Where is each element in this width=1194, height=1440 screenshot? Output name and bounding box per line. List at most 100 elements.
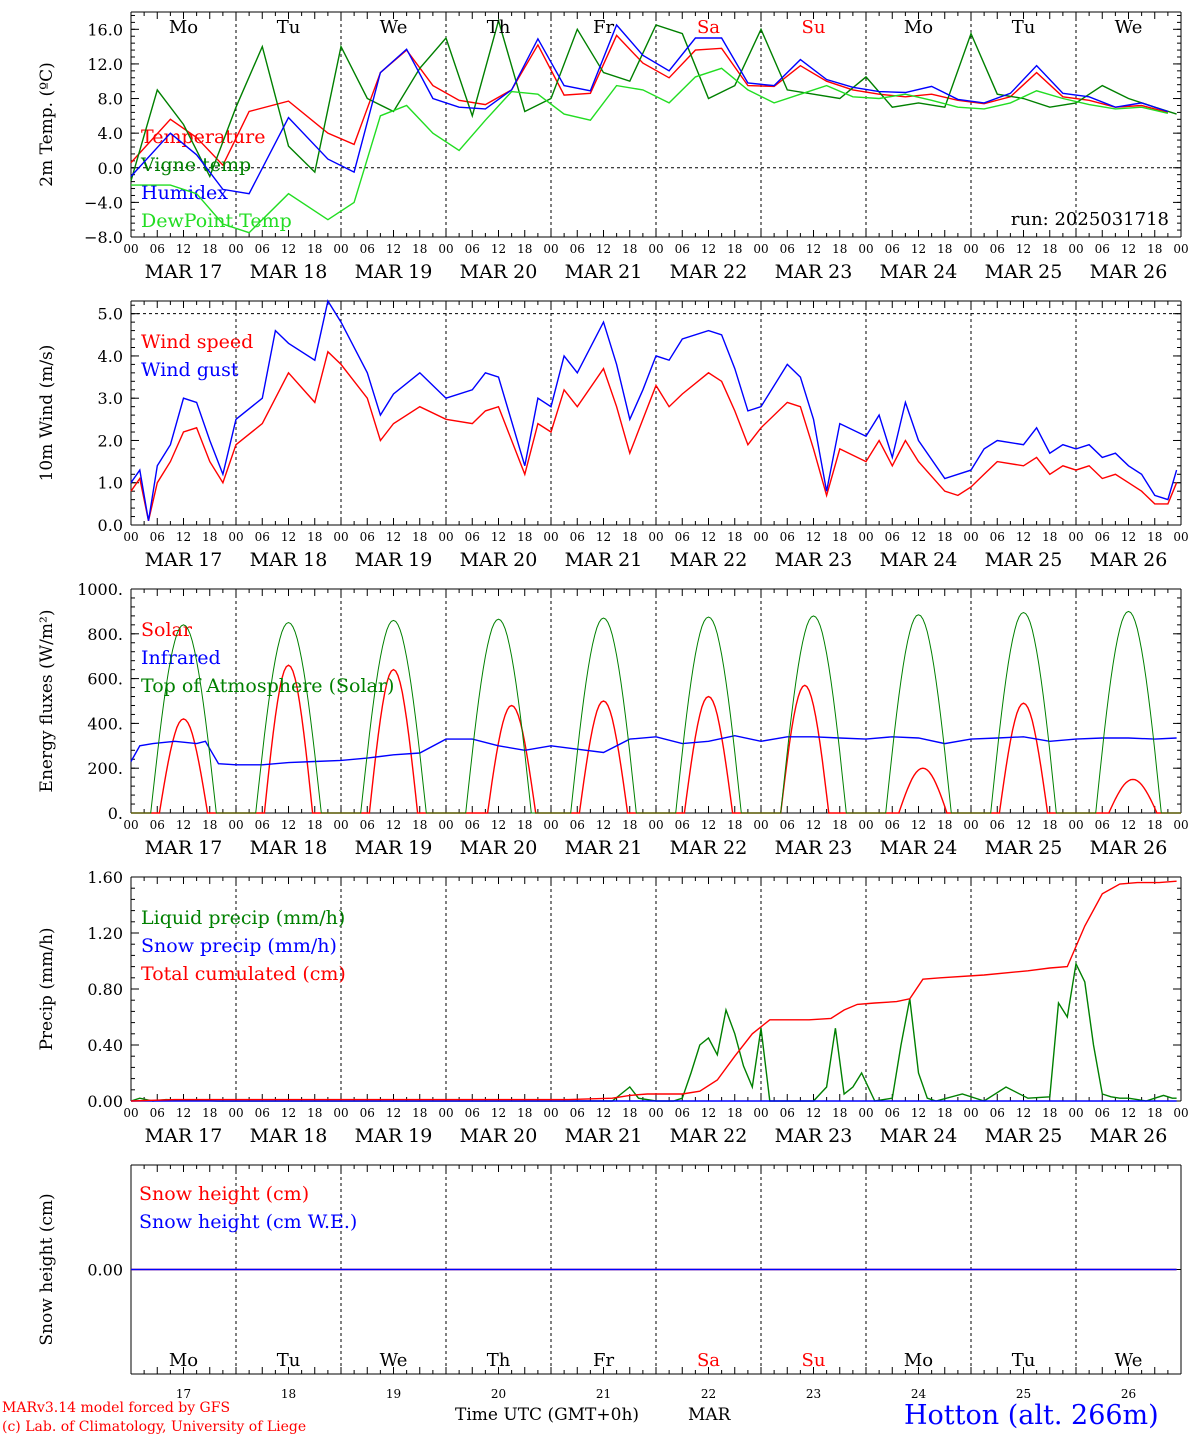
x-tick-label: 06 (780, 530, 795, 544)
x-tick-label: 12 (911, 242, 926, 256)
y-tick-label: 600. (87, 670, 123, 689)
y-axis-label: Snow height (cm) (37, 1193, 57, 1345)
series-line-temperature (130, 34, 1169, 167)
day-name-bottom: Mo (904, 1350, 933, 1371)
x-tick-label: 18 (412, 818, 427, 832)
x-tick-label: 00 (438, 242, 453, 256)
y-tick-label: 0.00 (87, 1261, 123, 1280)
y-tick-label: 400. (87, 714, 123, 733)
x-tick-label: 00 (333, 818, 348, 832)
legend-entry: Total cumulated (cm) (141, 963, 346, 985)
x-tick-label: 06 (1095, 818, 1110, 832)
date-label: MAR 18 (250, 549, 328, 571)
x-tick-label: 06 (885, 530, 900, 544)
x-tick-label: 00 (858, 530, 873, 544)
y-tick-label: 0.00 (87, 1092, 123, 1111)
x-tick-label: 12 (491, 818, 506, 832)
y-tick-label: 1.0 (98, 474, 123, 493)
y-axis-label: Energy fluxes (W/m²) (37, 610, 57, 793)
x-tick-label: 06 (570, 530, 585, 544)
x-tick-label: 06 (570, 1106, 585, 1120)
x-tick-label: 00 (753, 1106, 768, 1120)
day-number: 20 (491, 1387, 506, 1401)
x-tick-label: 06 (360, 530, 375, 544)
day-number: 24 (911, 1387, 927, 1401)
day-number: 26 (1121, 1387, 1136, 1401)
x-tick-label: 12 (176, 1106, 191, 1120)
date-label: MAR 17 (145, 1125, 223, 1147)
x-tick-label: 00 (543, 1106, 558, 1120)
x-tick-label: 18 (202, 1106, 217, 1120)
y-tick-label: 4.0 (98, 124, 123, 143)
x-tick-label: 18 (307, 818, 322, 832)
date-label: MAR 25 (985, 549, 1063, 571)
y-axis-label: 2m Temp. (ºC) (37, 62, 57, 187)
x-tick-label: 18 (412, 1106, 427, 1120)
x-tick-label: 00 (753, 530, 768, 544)
date-label: MAR 18 (250, 261, 328, 283)
date-label: MAR 22 (670, 549, 748, 571)
x-tick-label: 12 (596, 242, 611, 256)
x-tick-label: 00 (228, 818, 243, 832)
x-tick-label: 00 (858, 242, 873, 256)
x-tick-label: 00 (963, 530, 978, 544)
x-tick-label: 00 (648, 242, 663, 256)
x-tick-label: 18 (832, 242, 847, 256)
x-tick-label: 00 (438, 530, 453, 544)
y-tick-label: 200. (87, 759, 123, 778)
x-tick-label: 18 (1042, 530, 1057, 544)
x-tick-label: 18 (1147, 530, 1162, 544)
x-tick-label: 00 (1068, 818, 1083, 832)
x-tick-label: 18 (832, 530, 847, 544)
x-tick-label: 00 (123, 818, 138, 832)
x-tick-label: 12 (701, 242, 716, 256)
x-tick-label: 00 (648, 530, 663, 544)
x-tick-label: 12 (806, 242, 821, 256)
x-tick-label: 12 (491, 530, 506, 544)
x-tick-label: 06 (675, 242, 690, 256)
date-label: MAR 22 (670, 261, 748, 283)
x-tick-label: 12 (491, 1106, 506, 1120)
x-tick-label: 06 (150, 1106, 165, 1120)
x-tick-label: 06 (1095, 530, 1110, 544)
x-tick-label: 00 (333, 242, 348, 256)
x-tick-label: 12 (596, 818, 611, 832)
x-tick-label: 18 (1042, 242, 1057, 256)
x-tick-label: 00 (123, 242, 138, 256)
x-tick-labels: 00 06 12 18 00 06 12 18 00 06 12 18 00 06 12 18 00 06 12 18… (123, 242, 1188, 283)
date-label: MAR 19 (355, 837, 433, 859)
day-number: 17 (176, 1387, 191, 1401)
x-tick-label: 18 (727, 242, 742, 256)
x-tick-label: 06 (990, 1106, 1005, 1120)
legend-entry: Snow precip (mm/h) (141, 935, 337, 957)
y-axis: 0.00 Snow height (cm) (37, 1193, 1181, 1346)
x-tick-label: 00 (1068, 1106, 1083, 1120)
day-name-bottom: We (1115, 1350, 1143, 1371)
x-tick-label: 18 (622, 530, 637, 544)
date-label: MAR 24 (880, 549, 958, 571)
date-label: MAR 19 (355, 1125, 433, 1147)
x-tick-label: 00 (963, 1106, 978, 1120)
x-tick-label: 06 (255, 818, 270, 832)
x-tick-label: 12 (1121, 1106, 1136, 1120)
x-tick-labels: 00 06 12 18 00 06 12 18 00 06 12 18 00 06 12 18 00 06 12 18… (123, 530, 1188, 571)
date-label: MAR 23 (775, 837, 853, 859)
date-label: MAR 23 (775, 261, 853, 283)
x-tick-label: 18 (202, 818, 217, 832)
x-tick-label: 12 (1016, 1106, 1031, 1120)
x-tick-label: 18 (307, 242, 322, 256)
date-label: MAR 17 (145, 261, 223, 283)
y-axis-label: Precip (mm/h) (37, 927, 57, 1050)
x-tick-label: 06 (780, 242, 795, 256)
day-name-bottom: Fr (593, 1350, 614, 1371)
x-tick-label: 12 (1121, 818, 1136, 832)
x-tick-label: 06 (885, 1106, 900, 1120)
x-tick-label: 18 (517, 1106, 532, 1120)
date-label: MAR 25 (985, 837, 1063, 859)
y-tick-label: 12.0 (87, 55, 123, 74)
x-tick-label: 00 (543, 818, 558, 832)
x-tick-label: 18 (307, 1106, 322, 1120)
x-tick-label: 00 (963, 818, 978, 832)
day-name-bottom: Tu (277, 1350, 301, 1371)
date-label: MAR 19 (355, 549, 433, 571)
